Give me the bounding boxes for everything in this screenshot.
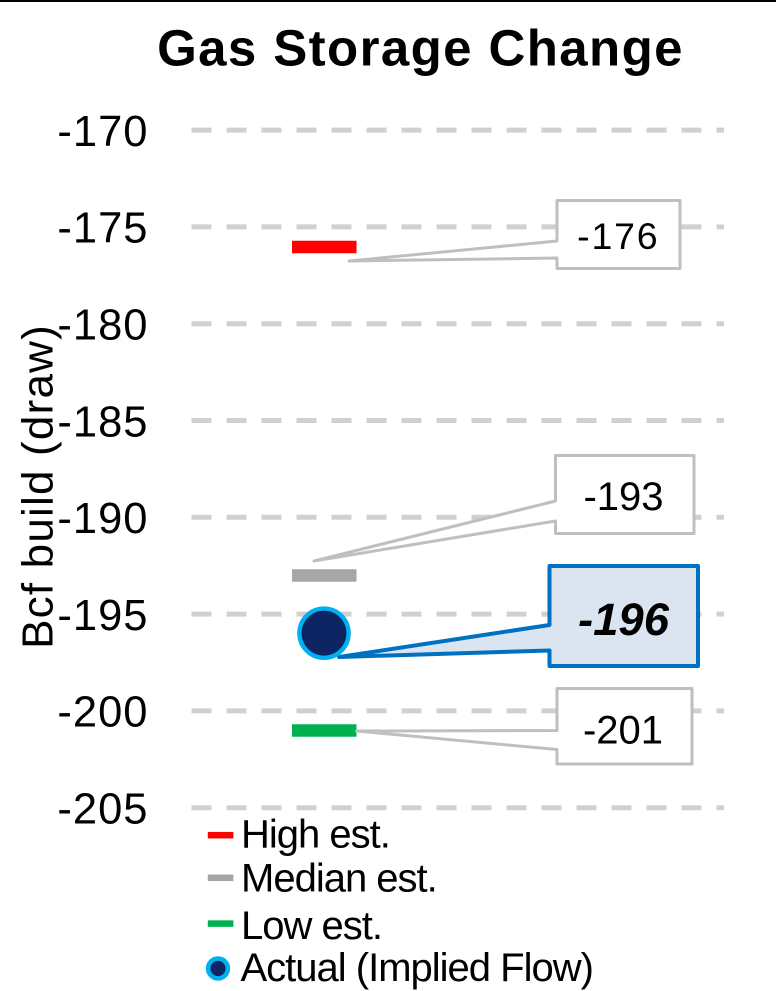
svg-text:-175: -175: [57, 205, 148, 253]
svg-text:-170: -170: [57, 108, 148, 156]
svg-text:-176: -176: [577, 215, 659, 257]
svg-text:-196: -196: [578, 594, 670, 645]
svg-text:Median est.: Median est.: [241, 857, 437, 901]
svg-text:-185: -185: [57, 398, 148, 446]
svg-text:Actual (Implied Flow): Actual (Implied Flow): [241, 946, 593, 990]
svg-text:Low est.: Low est.: [241, 904, 382, 948]
svg-text:-195: -195: [57, 592, 148, 640]
svg-text:Bcf build (draw): Bcf build (draw): [14, 324, 63, 649]
svg-text:High est.: High est.: [241, 813, 390, 857]
svg-text:-180: -180: [57, 302, 148, 350]
svg-text:-205: -205: [57, 786, 148, 834]
svg-text:-200: -200: [57, 689, 148, 737]
svg-text:-201: -201: [583, 708, 663, 752]
svg-text:Gas Storage Change: Gas Storage Change: [157, 20, 684, 77]
svg-text:-193: -193: [583, 475, 663, 519]
svg-text:-190: -190: [57, 495, 148, 543]
